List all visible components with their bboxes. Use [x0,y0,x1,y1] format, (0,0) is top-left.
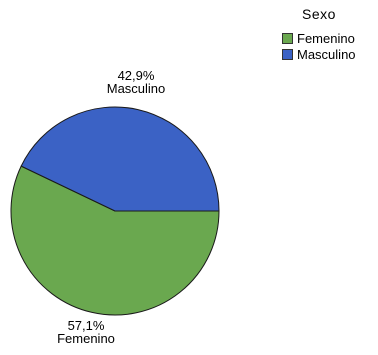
slice-name-label-masculino: Masculino [107,81,166,96]
legend-label-femenino: Femenino [297,30,355,46]
legend-swatch-masculino [282,48,293,60]
slice-percent-label-masculino: 42,9% [118,68,155,83]
legend-title: Sexo [302,6,336,22]
pie-slice-femenino [10,165,220,316]
slice-name-label-femenino: Femenino [57,331,115,346]
legend-item-femenino: Femenino [282,30,356,46]
legend-item-masculino: Masculino [282,46,356,62]
legend-swatch-femenino [282,32,293,44]
slice-percent-label-femenino: 57,1% [68,318,105,333]
legend-label-masculino: Masculino [297,46,356,62]
pie-slice-masculino [20,106,220,212]
legend: Sexo Femenino Masculino [282,6,356,62]
